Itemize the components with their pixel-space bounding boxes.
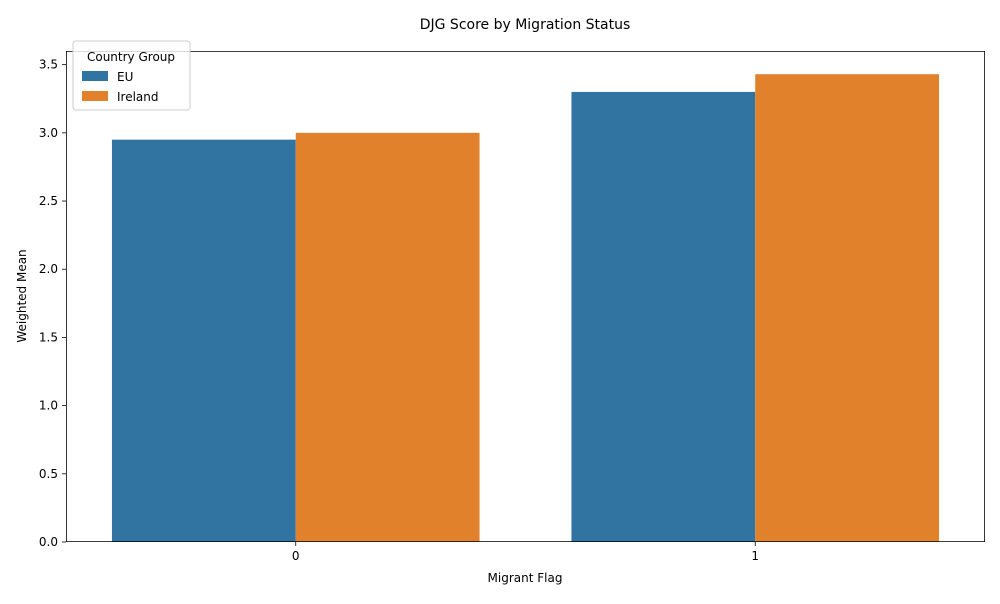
bar-ireland-1 xyxy=(755,74,940,543)
legend-label-ireland: Ireland xyxy=(117,90,159,104)
x-tick-label: 1 xyxy=(751,549,759,563)
y-tick-label: 0.0 xyxy=(39,535,58,549)
y-axis-title: Weighted Mean xyxy=(15,249,29,342)
y-tick-label: 3.5 xyxy=(39,58,58,72)
legend-label-eu: EU xyxy=(117,70,133,84)
y-tick-label: 3.0 xyxy=(39,126,58,140)
x-axis-title: Migrant Flag xyxy=(488,571,563,585)
legend: Country Group EU Ireland xyxy=(72,40,191,111)
chart-title: DJG Score by Migration Status xyxy=(420,17,631,33)
legend-entries: EU Ireland xyxy=(82,70,159,104)
legend-swatch-eu xyxy=(82,71,108,81)
bars-layer xyxy=(111,74,940,543)
legend-swatch-ireland xyxy=(82,91,108,101)
bar-ireland-0 xyxy=(295,132,480,543)
bar-eu-1 xyxy=(571,91,756,543)
y-tick-label: 0.5 xyxy=(39,467,58,481)
y-tick-label: 2.0 xyxy=(39,262,58,276)
y-ticks: 0.0 0.5 1.0 1.5 2.0 2.5 3.0 3.5 xyxy=(39,58,66,549)
y-tick-label: 1.0 xyxy=(39,399,58,413)
legend-title: Country Group xyxy=(87,50,175,64)
axes-layer xyxy=(66,51,985,542)
y-tick-label: 2.5 xyxy=(39,194,58,208)
bar-eu-0 xyxy=(111,139,296,542)
x-tick-label: 0 xyxy=(292,549,300,563)
y-tick-label: 1.5 xyxy=(39,330,58,344)
